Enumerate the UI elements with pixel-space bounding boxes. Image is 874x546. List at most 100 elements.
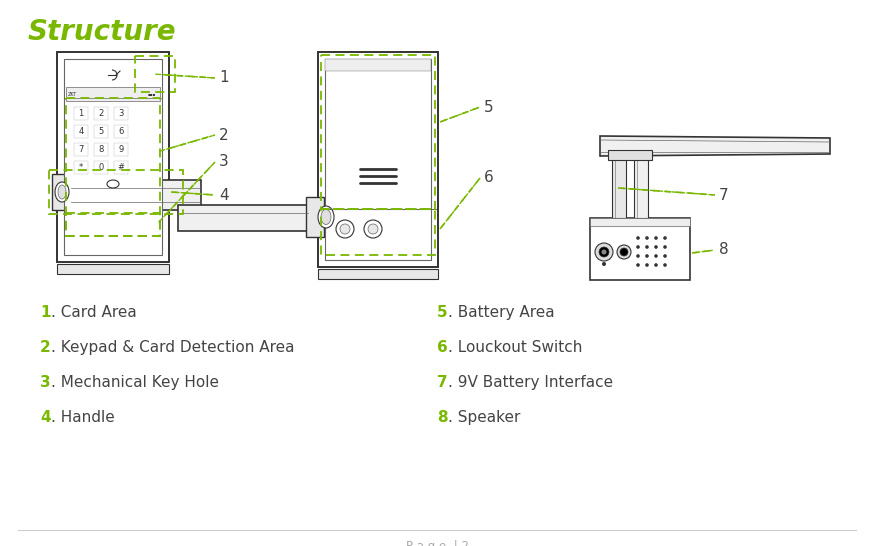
Text: . Mechanical Key Hole: . Mechanical Key Hole	[51, 375, 219, 390]
Text: #: #	[117, 163, 124, 172]
Text: . Battery Area: . Battery Area	[448, 305, 555, 320]
Circle shape	[663, 263, 667, 267]
Circle shape	[599, 247, 609, 257]
Circle shape	[617, 245, 631, 259]
Text: . 9V Battery Interface: . 9V Battery Interface	[448, 375, 614, 390]
Circle shape	[620, 248, 628, 256]
Polygon shape	[600, 136, 830, 156]
Circle shape	[636, 236, 640, 240]
Bar	[57, 52, 169, 262]
Text: 7: 7	[719, 187, 729, 203]
Text: . Handle: . Handle	[51, 410, 114, 425]
Bar	[608, 150, 652, 160]
Text: 6: 6	[484, 170, 494, 186]
Text: 3: 3	[40, 375, 51, 390]
Text: 7: 7	[79, 145, 84, 154]
Text: 3: 3	[219, 155, 229, 169]
Bar	[325, 59, 431, 71]
Circle shape	[663, 245, 667, 249]
Circle shape	[336, 220, 354, 238]
Circle shape	[636, 245, 640, 249]
Circle shape	[663, 254, 667, 258]
Text: 5: 5	[99, 127, 104, 136]
Bar	[590, 218, 690, 226]
Text: 6: 6	[118, 127, 124, 136]
Bar	[52, 174, 72, 210]
Bar	[318, 52, 438, 267]
Circle shape	[364, 220, 382, 238]
Text: . Louckout Switch: . Louckout Switch	[448, 340, 582, 355]
Bar	[318, 269, 438, 279]
Text: 9: 9	[118, 145, 123, 154]
Text: 2: 2	[40, 340, 51, 355]
Text: *: *	[79, 163, 83, 172]
Bar	[634, 158, 648, 218]
Text: 4: 4	[219, 187, 229, 203]
Circle shape	[645, 236, 649, 240]
Bar	[57, 264, 169, 274]
Circle shape	[655, 254, 658, 258]
Circle shape	[368, 224, 378, 234]
Text: 4: 4	[40, 410, 51, 425]
Bar	[74, 125, 88, 138]
Ellipse shape	[55, 182, 69, 202]
Bar	[306, 197, 324, 237]
Text: 0: 0	[99, 163, 104, 172]
Bar	[94, 107, 108, 120]
Text: 8: 8	[719, 242, 729, 258]
Text: P a g e  | 2: P a g e | 2	[406, 540, 468, 546]
Bar	[612, 158, 626, 218]
Bar	[66, 87, 160, 101]
Bar	[66, 213, 160, 236]
Bar	[94, 125, 108, 138]
Circle shape	[645, 245, 649, 249]
Circle shape	[601, 250, 607, 254]
Text: ▪▪▪: ▪▪▪	[148, 92, 156, 96]
Bar	[49, 170, 183, 214]
Bar	[135, 56, 175, 92]
Circle shape	[655, 263, 658, 267]
Text: 4: 4	[79, 127, 84, 136]
Bar	[590, 218, 690, 280]
Text: 7: 7	[437, 375, 447, 390]
Text: 1: 1	[40, 305, 51, 320]
Bar	[178, 205, 308, 231]
Text: 1: 1	[79, 109, 84, 118]
Text: 3: 3	[118, 109, 124, 118]
Circle shape	[636, 254, 640, 258]
Circle shape	[645, 254, 649, 258]
Text: 8: 8	[437, 410, 447, 425]
Bar	[94, 161, 108, 174]
Bar	[71, 180, 201, 210]
Circle shape	[602, 262, 606, 266]
Circle shape	[663, 236, 667, 240]
Circle shape	[595, 243, 613, 261]
Text: Structure: Structure	[28, 18, 177, 46]
Circle shape	[636, 263, 640, 267]
Text: ZKT: ZKT	[68, 92, 77, 97]
Bar	[321, 209, 435, 255]
Text: . Keypad & Card Detection Area: . Keypad & Card Detection Area	[51, 340, 295, 355]
Text: 2: 2	[99, 109, 104, 118]
Text: 6: 6	[437, 340, 447, 355]
Ellipse shape	[318, 206, 334, 228]
Bar	[64, 59, 162, 255]
Bar	[114, 161, 128, 174]
Bar	[74, 107, 88, 120]
Bar	[74, 143, 88, 156]
Bar	[321, 55, 435, 209]
Bar	[74, 161, 88, 174]
Circle shape	[645, 263, 649, 267]
Text: 5: 5	[484, 99, 494, 115]
Text: 8: 8	[98, 145, 104, 154]
Bar	[66, 98, 160, 236]
Text: 2: 2	[219, 128, 229, 143]
Text: . Speaker: . Speaker	[448, 410, 520, 425]
Circle shape	[655, 245, 658, 249]
Text: 1: 1	[219, 70, 229, 86]
Ellipse shape	[321, 210, 331, 224]
Bar	[94, 143, 108, 156]
Circle shape	[340, 224, 350, 234]
Bar	[114, 143, 128, 156]
Ellipse shape	[58, 185, 66, 199]
